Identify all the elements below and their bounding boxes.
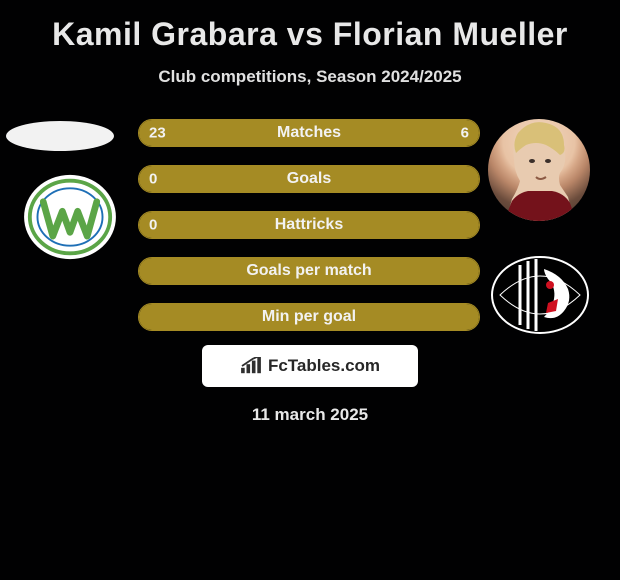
stat-left-value: 0 [149,171,157,188]
left-player-avatar [6,121,114,151]
stat-bar-row: Goals per match [138,257,480,285]
wolfsburg-icon [22,173,118,261]
subtitle: Club competitions, Season 2024/2025 [0,67,620,87]
stat-label: Min per goal [262,308,356,326]
stat-left-value: 23 [149,125,166,142]
left-club-crest [22,173,118,261]
right-club-crest [490,255,590,335]
stat-bars: 23 Matches 6 0 Goals 0 Hattricks Goals per matc… [138,119,480,349]
freiburg-icon [490,255,590,335]
fctables-label: FcTables.com [268,356,380,376]
stat-label: Goals [287,170,331,188]
stat-bar-row: Min per goal [138,303,480,331]
stat-bar-left-fill [139,120,408,146]
page-title: Kamil Grabara vs Florian Mueller [0,0,620,53]
stat-label: Hattricks [275,216,343,234]
fctables-badge[interactable]: FcTables.com [202,345,418,387]
stat-label: Goals per match [246,262,371,280]
bar-chart-icon [240,357,262,375]
stat-left-value: 0 [149,217,157,234]
stat-bar-row: 0 Hattricks [138,211,480,239]
stat-label: Matches [277,124,341,142]
stat-right-value: 6 [461,125,469,142]
stat-bar-row: 0 Goals [138,165,480,193]
stat-bar-row: 23 Matches 6 [138,119,480,147]
date-label: 11 march 2025 [0,405,620,425]
right-player-avatar [488,119,590,221]
player-silhouette-icon [488,119,590,221]
